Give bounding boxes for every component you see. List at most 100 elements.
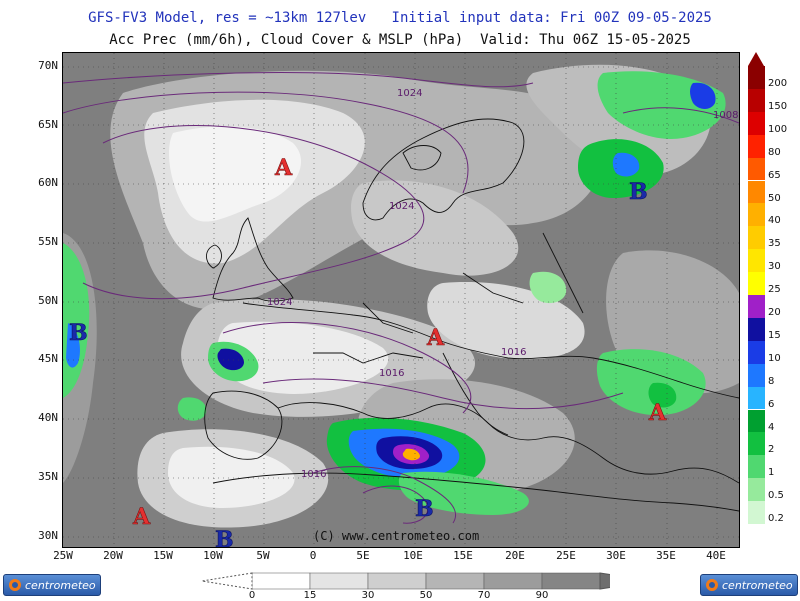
lat-label: 35N: [38, 470, 58, 483]
legend-swatch: [748, 134, 765, 158]
legend-label: 8: [768, 375, 775, 387]
cloud-cover-swatch: [309, 572, 369, 590]
isobar-label: 1024: [267, 297, 292, 308]
isobar-labels: 1024 1024 1024 1008 1016 1016 1016: [267, 88, 738, 480]
cloud-cover-swatch: [367, 572, 427, 590]
lat-label: 70N: [38, 59, 58, 72]
legend-swatch: [748, 363, 765, 387]
legend-label: 0.2: [768, 513, 784, 525]
lon-label: 5W: [256, 549, 270, 562]
lon-label: 0: [309, 549, 317, 562]
cloud-cover-arrow-left: [201, 572, 253, 590]
legend-label: 4: [768, 421, 775, 433]
legend-swatch: [748, 455, 765, 479]
map-canvas: 1024 1024 1024 1008 1016 1016 1016 A A A…: [63, 53, 739, 547]
logo-ring-icon: [9, 579, 21, 591]
isobar-label: 1024: [389, 201, 414, 212]
low-pressure-marker: B: [215, 527, 234, 547]
legend-label: 15: [768, 329, 781, 341]
isobar-label: 1016: [379, 368, 404, 379]
lon-label: 15E: [453, 549, 473, 562]
low-pressure-marker: B: [415, 496, 434, 522]
lat-label: 50N: [38, 294, 58, 307]
isobar-label: 1016: [501, 347, 526, 358]
legend-swatch: [748, 111, 765, 135]
lon-label: 10W: [203, 549, 223, 562]
low-pressure-marker: B: [629, 179, 648, 205]
lat-label: 65N: [38, 118, 58, 131]
high-pressure-marker: A: [426, 325, 445, 351]
lon-label: 5E: [356, 549, 370, 562]
legend-swatch: [748, 386, 765, 410]
legend-swatch: [748, 226, 765, 250]
legend-label: 6: [768, 398, 775, 410]
cloud-cover-tick: 30: [361, 590, 375, 601]
legend-label: 150: [768, 100, 788, 112]
coastlines: [204, 118, 739, 512]
precip-legend: 200 150 100 80 65 50 40 35 30 25 20 15 10 8 6 4 2 1 0.5 0.2: [748, 52, 798, 532]
legend-label: 25: [768, 284, 781, 296]
legend-label: 100: [768, 123, 788, 135]
weather-map[interactable]: 1024 1024 1024 1008 1016 1016 1016 A A A…: [62, 52, 740, 548]
lon-label: 30E: [606, 549, 626, 562]
lon-label: 15W: [153, 549, 173, 562]
legend-swatch: [748, 409, 765, 433]
isobar-label: 1016: [301, 469, 326, 480]
legend-swatch: [748, 180, 765, 204]
legend-swatch: [748, 88, 765, 112]
legend-label: 2: [768, 444, 775, 456]
lon-label: 25W: [53, 549, 73, 562]
isobars: [63, 72, 739, 524]
copyright-text: (C) www.centrometeo.com: [313, 529, 479, 543]
lon-label: 35E: [656, 549, 676, 562]
legend-swatch: [748, 203, 765, 227]
cloud-cover-colorbar: [201, 572, 610, 590]
lat-label: 40N: [38, 411, 58, 424]
cloud-cover-swatch: [251, 572, 311, 590]
cloud-cover-tick: 15: [303, 590, 317, 601]
lat-label: 60N: [38, 176, 58, 189]
field-valid-title: Acc Prec (mm/6h), Cloud Cover & MSLP (hP…: [109, 32, 691, 48]
legend-swatch: [748, 249, 765, 273]
cloud-cover-tick: 50: [419, 590, 433, 601]
centrometeo-logo-right[interactable]: centrometeo: [700, 574, 798, 596]
legend-label: 35: [768, 238, 781, 250]
logo-text: centrometeo: [25, 578, 96, 592]
lon-label: 40E: [706, 549, 726, 562]
legend-swatch: [748, 432, 765, 456]
legend-label: 200: [768, 78, 788, 89]
cloud-cover-swatch: [541, 572, 601, 590]
legend-label: 10: [768, 352, 781, 364]
legend-label: 30: [768, 261, 781, 273]
legend-swatch: [748, 478, 765, 502]
isobar-label: 1024: [397, 88, 422, 99]
high-pressure-marker: A: [132, 504, 151, 530]
high-pressure-marker: A: [274, 155, 293, 181]
lat-label: 55N: [38, 235, 58, 248]
legend-arrow-tip: [748, 52, 764, 66]
lon-label: 20W: [103, 549, 123, 562]
logo-ring-icon: [706, 579, 718, 591]
legend-label: 80: [768, 146, 781, 158]
legend-label: 1: [768, 467, 775, 479]
legend-swatch: [748, 295, 765, 318]
lat-label: 45N: [38, 352, 58, 365]
centrometeo-logo-left[interactable]: centrometeo: [3, 574, 101, 596]
cloud-cover-tick: 0: [248, 590, 256, 601]
isobar-label: 1008: [713, 110, 738, 121]
legend-swatch: [748, 501, 765, 524]
legend-swatch: [748, 340, 765, 364]
legend-swatch: [748, 272, 765, 295]
lon-label: 25E: [556, 549, 576, 562]
cloud-cover-tick: 90: [535, 590, 549, 601]
low-pressure-marker: B: [69, 320, 88, 346]
cloud-cover-swatch: [483, 572, 543, 590]
cloud-cover-swatch: [425, 572, 485, 590]
logo-text: centrometeo: [722, 578, 793, 592]
legend-swatch: [748, 317, 765, 341]
cloud-cover-tick: 70: [477, 590, 491, 601]
legend-label: 40: [768, 215, 781, 227]
model-info-title: GFS-FV3 Model, res = ~13km 127lev Initia…: [88, 10, 712, 26]
cloud-cover-arrow-right: [599, 572, 610, 590]
lon-label: 10E: [403, 549, 423, 562]
